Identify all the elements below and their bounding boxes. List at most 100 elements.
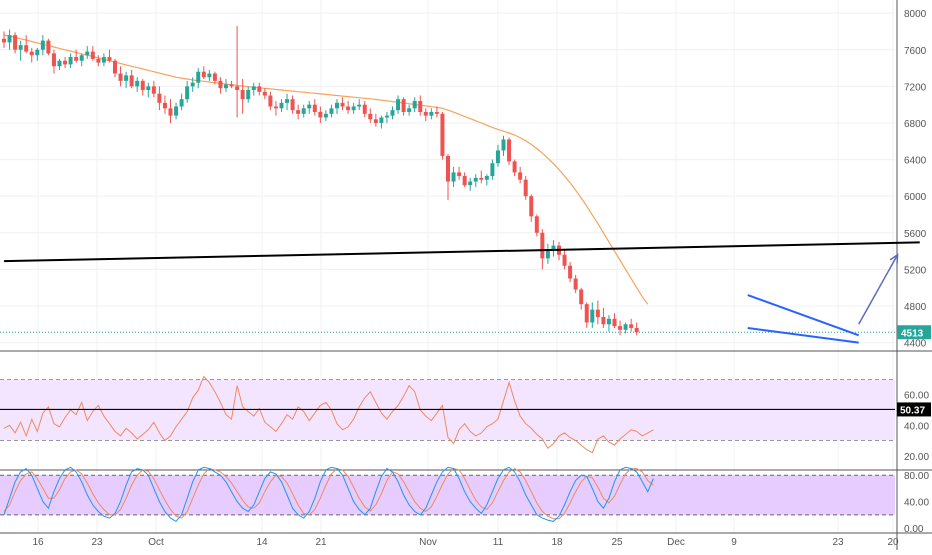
candle bbox=[468, 177, 473, 191]
breakout-arrow[interactable] bbox=[858, 254, 899, 325]
candle-body bbox=[540, 232, 545, 259]
candle-body bbox=[190, 82, 195, 87]
time-axis-label: Nov bbox=[419, 537, 437, 548]
candle-body bbox=[468, 181, 473, 186]
candle-body bbox=[340, 102, 345, 107]
candle bbox=[590, 302, 595, 328]
candle-body bbox=[368, 113, 373, 120]
candle bbox=[440, 111, 445, 160]
candle bbox=[429, 108, 434, 120]
candle bbox=[629, 318, 634, 332]
candle bbox=[229, 80, 234, 89]
candle-body bbox=[373, 119, 378, 123]
candle bbox=[335, 99, 339, 114]
candle bbox=[85, 46, 90, 59]
candle-body bbox=[606, 318, 611, 325]
candle bbox=[246, 86, 251, 103]
candle-body bbox=[573, 278, 578, 290]
candle-body bbox=[357, 104, 362, 107]
candle bbox=[135, 77, 140, 92]
candle-body bbox=[185, 86, 190, 100]
candle-body bbox=[174, 106, 179, 116]
candle bbox=[63, 57, 68, 69]
candle-body bbox=[440, 113, 445, 156]
time-axis-label: 23 bbox=[91, 537, 103, 548]
candle bbox=[318, 106, 323, 123]
candle bbox=[523, 176, 528, 200]
candle-body bbox=[207, 73, 212, 78]
candle-body bbox=[179, 99, 184, 107]
price-axis-label: 5600 bbox=[904, 229, 927, 240]
time-axis-label: 21 bbox=[315, 537, 327, 548]
current-price-label: 4513 bbox=[901, 328, 924, 339]
candle bbox=[174, 102, 179, 120]
wedge-upper-line[interactable] bbox=[747, 294, 860, 337]
candle-body bbox=[335, 102, 339, 109]
candle-body bbox=[79, 55, 84, 61]
time-axis-label: 14 bbox=[256, 537, 268, 548]
candle bbox=[484, 174, 489, 186]
candle-body bbox=[151, 86, 156, 94]
candle-body bbox=[129, 75, 134, 87]
price-axis-label: 7200 bbox=[904, 82, 927, 93]
candle bbox=[107, 49, 112, 63]
wedge-lower-line[interactable] bbox=[747, 326, 859, 344]
stoch-axis-label: 0.00 bbox=[904, 524, 924, 535]
candle bbox=[595, 300, 600, 325]
candle-body bbox=[24, 45, 29, 52]
candle-body bbox=[113, 60, 117, 74]
time-axis-label: 20 bbox=[887, 537, 899, 548]
time-axis-label: 9 bbox=[731, 537, 737, 548]
candle-body bbox=[346, 106, 351, 111]
candle-body bbox=[140, 80, 145, 91]
candle bbox=[518, 166, 523, 184]
candle-body bbox=[135, 80, 140, 87]
candle-body bbox=[518, 172, 523, 180]
candle-body bbox=[2, 38, 6, 43]
candle bbox=[373, 113, 378, 127]
candle bbox=[268, 91, 273, 111]
candle bbox=[51, 49, 56, 74]
candle bbox=[129, 69, 134, 89]
candle bbox=[35, 47, 40, 61]
candle bbox=[434, 106, 439, 118]
candle bbox=[124, 71, 129, 89]
candle-body bbox=[107, 57, 112, 61]
candle bbox=[273, 101, 278, 116]
candle-body bbox=[562, 254, 567, 266]
candle-body bbox=[290, 99, 295, 111]
candle-body bbox=[235, 86, 240, 91]
candle bbox=[312, 99, 317, 116]
candle-body bbox=[74, 57, 79, 61]
candle bbox=[29, 47, 34, 63]
stoch-k-line bbox=[3, 466, 654, 523]
candle bbox=[157, 86, 162, 111]
candle-body bbox=[529, 196, 534, 217]
candle-body bbox=[257, 86, 262, 92]
candle bbox=[146, 82, 151, 98]
candle-body bbox=[401, 99, 406, 112]
candle bbox=[340, 97, 345, 111]
candle bbox=[168, 99, 173, 123]
candle-body bbox=[90, 51, 95, 59]
candle bbox=[218, 77, 223, 94]
stoch-axis-label: 40.00 bbox=[904, 498, 929, 509]
candle bbox=[140, 79, 145, 96]
candle bbox=[68, 53, 73, 69]
candle bbox=[495, 144, 500, 167]
candle-body bbox=[40, 40, 45, 50]
candle-body bbox=[212, 73, 217, 81]
candle-body bbox=[612, 318, 617, 327]
support-trendline[interactable] bbox=[3, 241, 920, 263]
candle bbox=[418, 95, 423, 116]
candle bbox=[40, 35, 45, 56]
candle-body bbox=[35, 49, 40, 56]
candle bbox=[362, 101, 367, 118]
candle-body bbox=[446, 155, 450, 182]
price-axis-label: 5200 bbox=[904, 265, 927, 276]
candle-body bbox=[551, 245, 556, 252]
candle-body bbox=[451, 172, 456, 182]
price-axis-label: 4400 bbox=[904, 339, 927, 350]
